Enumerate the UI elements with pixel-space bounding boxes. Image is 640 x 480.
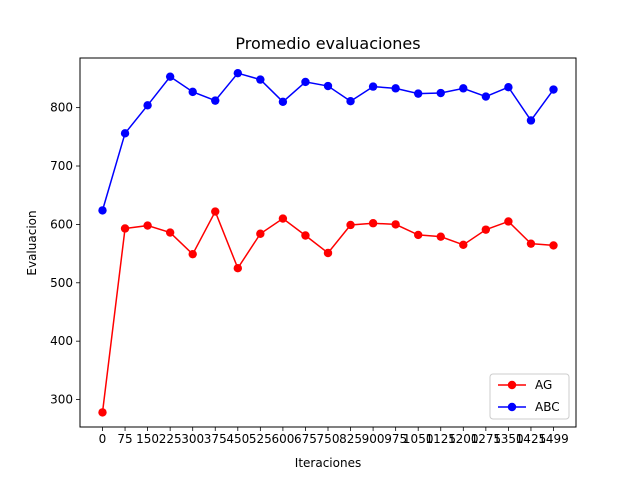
legend-marker [507, 380, 517, 390]
x-tick-label: 900 [362, 432, 385, 446]
legend-marker [507, 402, 517, 412]
data-point [98, 408, 107, 417]
data-point [301, 77, 310, 87]
data-point [98, 206, 107, 215]
x-tick-label: 1499 [538, 432, 569, 446]
y-tick-label: 600 [50, 217, 73, 231]
data-point [368, 219, 378, 228]
x-tick-label: 75 [117, 432, 132, 446]
x-tick-label: 450 [226, 432, 249, 446]
legend: AG ABC [489, 373, 570, 420]
data-point [368, 82, 378, 91]
y-axis: 300 400 500 600 700 800 [50, 101, 80, 407]
x-axis: 0 75 150 225 300 375 450 525 600 675 750 825 900 9751… [99, 427, 569, 446]
x-tick-label: 750 [317, 432, 340, 446]
legend-item: AG [498, 378, 552, 392]
data-point [278, 97, 288, 106]
data-point [481, 92, 491, 101]
data-point [391, 220, 400, 229]
data-point [188, 249, 197, 259]
chart-title: Promedio evaluaciones [235, 34, 420, 53]
x-tick-label: 0 [99, 432, 107, 446]
legend-label: ABC [535, 400, 560, 414]
x-tick-label: 225 [159, 432, 182, 446]
y-tick-label: 500 [50, 276, 73, 290]
x-tick-label: 1275 [471, 432, 502, 446]
y-axis-label: Evaluacion [25, 210, 39, 275]
data-point [346, 97, 355, 106]
data-point [459, 240, 468, 250]
data-point [436, 88, 445, 98]
data-point [414, 230, 423, 240]
data-point [256, 75, 265, 84]
y-tick-label: 300 [50, 393, 73, 407]
data-point [188, 87, 197, 97]
data-point [233, 68, 242, 78]
data-point [504, 217, 513, 226]
data-point [504, 82, 513, 92]
data-point [391, 84, 400, 93]
data-point [143, 221, 152, 230]
data-point [346, 220, 355, 230]
series-abc [98, 68, 558, 215]
series-layer [98, 68, 558, 417]
data-point [256, 229, 265, 238]
x-tick-label: 1200 [448, 432, 479, 446]
data-point [549, 241, 558, 250]
data-point [323, 81, 333, 91]
data-point [414, 89, 423, 98]
data-point [120, 224, 130, 233]
data-point [143, 101, 152, 110]
y-tick-label: 400 [50, 334, 73, 348]
x-axis-label: Iteraciones [295, 456, 361, 470]
x-tick-label: 1050 [403, 432, 434, 446]
data-point [211, 207, 220, 216]
data-point [436, 232, 445, 241]
x-tick-label: 1350 [493, 432, 524, 446]
data-point [120, 129, 130, 138]
plot-area [80, 58, 576, 427]
data-point [323, 248, 333, 258]
x-tick-label: 975 [384, 432, 407, 446]
data-point [278, 214, 288, 223]
x-tick-label: 375 [204, 432, 227, 446]
x-tick-label: 675 [294, 432, 317, 446]
series-ag [98, 207, 558, 417]
data-point [526, 239, 536, 248]
x-tick-label: 150 [136, 432, 159, 446]
y-tick-label: 800 [50, 101, 73, 115]
legend-label: AG [535, 378, 552, 392]
y-tick-label: 700 [50, 159, 73, 173]
x-tick-label: 525 [249, 432, 272, 446]
data-point [549, 85, 558, 94]
x-tick-label: 300 [181, 432, 204, 446]
data-point [301, 231, 310, 240]
data-point [459, 84, 468, 93]
data-point [211, 96, 220, 105]
x-tick-label: 1125 [425, 432, 456, 446]
data-point [165, 228, 175, 237]
data-point [233, 263, 242, 273]
x-tick-label: 825 [339, 432, 362, 446]
data-point [526, 116, 536, 125]
x-tick-label: 1425 [516, 432, 547, 446]
x-tick-label: 600 [271, 432, 294, 446]
data-point [165, 72, 175, 81]
data-point [481, 225, 491, 234]
legend-item: ABC [498, 400, 560, 414]
